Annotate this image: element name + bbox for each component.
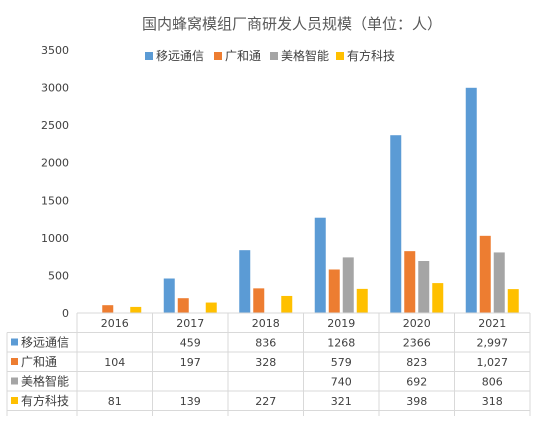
table-series-swatch [11, 377, 18, 385]
table-cell-value: 2,997 [477, 337, 509, 350]
table-cell-value: 1,027 [477, 356, 509, 369]
y-tick-label: 1500 [41, 194, 69, 207]
table-series-swatch [11, 397, 18, 404]
data-table: 2016 2017 2018 2019 2020 2021 移远通信 459 836 1268 23… [6, 312, 531, 416]
bar [253, 288, 265, 313]
table-cell-value: 1268 [327, 337, 355, 350]
table-cell-value: 740 [331, 376, 352, 389]
bar [281, 295, 293, 313]
bar [328, 269, 340, 313]
bar [342, 257, 354, 313]
x-tick-label: 2017 [176, 317, 204, 330]
y-tick-label: 500 [48, 269, 69, 282]
bar [130, 306, 142, 313]
y-tick-label: 3000 [41, 82, 69, 95]
table-cell-value: 139 [180, 395, 201, 408]
bar [404, 251, 416, 313]
plot-area [102, 87, 519, 313]
y-tick-label: 1000 [41, 232, 69, 245]
legend-label: 美格智能 [281, 48, 329, 63]
table-cell-value: 823 [406, 356, 427, 369]
chart-title: 国内蜂窝模组厂商研发人员规模（单位：人） [142, 15, 442, 33]
bar [479, 235, 491, 313]
table-cell-value: 459 [180, 337, 201, 350]
x-tick-label: 2020 [403, 317, 431, 330]
table-cell-value: 692 [406, 376, 427, 389]
bar [418, 261, 430, 313]
table-cell-value: 2366 [403, 337, 431, 350]
legend-swatch [214, 52, 222, 60]
bar [507, 289, 519, 313]
table-cell-value: 328 [255, 356, 276, 369]
x-tick-label: 2019 [327, 317, 355, 330]
x-tick-label: 2021 [478, 317, 506, 330]
table-cell-value: 81 [108, 395, 122, 408]
y-axis: 0 500 1000 1500 2000 2500 3000 3500 [41, 44, 69, 320]
y-tick-label: 3500 [41, 44, 69, 57]
bar [356, 288, 368, 313]
bar [205, 302, 217, 313]
legend-swatch [145, 52, 153, 60]
bar [390, 135, 402, 313]
y-tick-label: 2000 [41, 157, 69, 170]
y-tick-label: 2500 [41, 119, 69, 132]
y-tick-label: 0 [62, 307, 69, 320]
table-cell-value: 321 [331, 395, 352, 408]
table-cell-value: 197 [180, 356, 201, 369]
bar [177, 298, 189, 313]
table-series-swatch [11, 358, 18, 365]
bar [314, 217, 326, 313]
table-series-label: 美格智能 [21, 374, 69, 389]
bar [239, 250, 251, 313]
bar [163, 278, 175, 313]
legend-label: 移远通信 [156, 49, 204, 63]
table-cell-value: 836 [255, 337, 276, 350]
x-tick-label: 2016 [101, 317, 129, 330]
table-cell-value: 318 [482, 395, 503, 408]
bar [465, 87, 477, 313]
legend-swatch [270, 52, 278, 60]
table-cell-value: 579 [331, 356, 352, 369]
table-series-label: 广和通 [21, 355, 57, 369]
bar [432, 283, 444, 313]
table-series-swatch [11, 338, 18, 346]
table-series-label: 有方科技 [21, 393, 69, 408]
x-tick-label: 2018 [252, 317, 280, 330]
table-cell-value: 104 [104, 356, 125, 369]
table-series-label: 移远通信 [21, 336, 69, 350]
bar [102, 305, 114, 313]
table-cell-value: 227 [255, 395, 276, 408]
table-cell-value: 398 [406, 395, 427, 408]
table-cell-value: 806 [482, 376, 503, 389]
bar [493, 252, 505, 313]
legend-swatch [336, 52, 344, 60]
legend-label: 广和通 [225, 49, 261, 63]
legend: 移远通信 广和通 美格智能 有方科技 [145, 48, 395, 63]
legend-label: 有方科技 [347, 48, 395, 63]
